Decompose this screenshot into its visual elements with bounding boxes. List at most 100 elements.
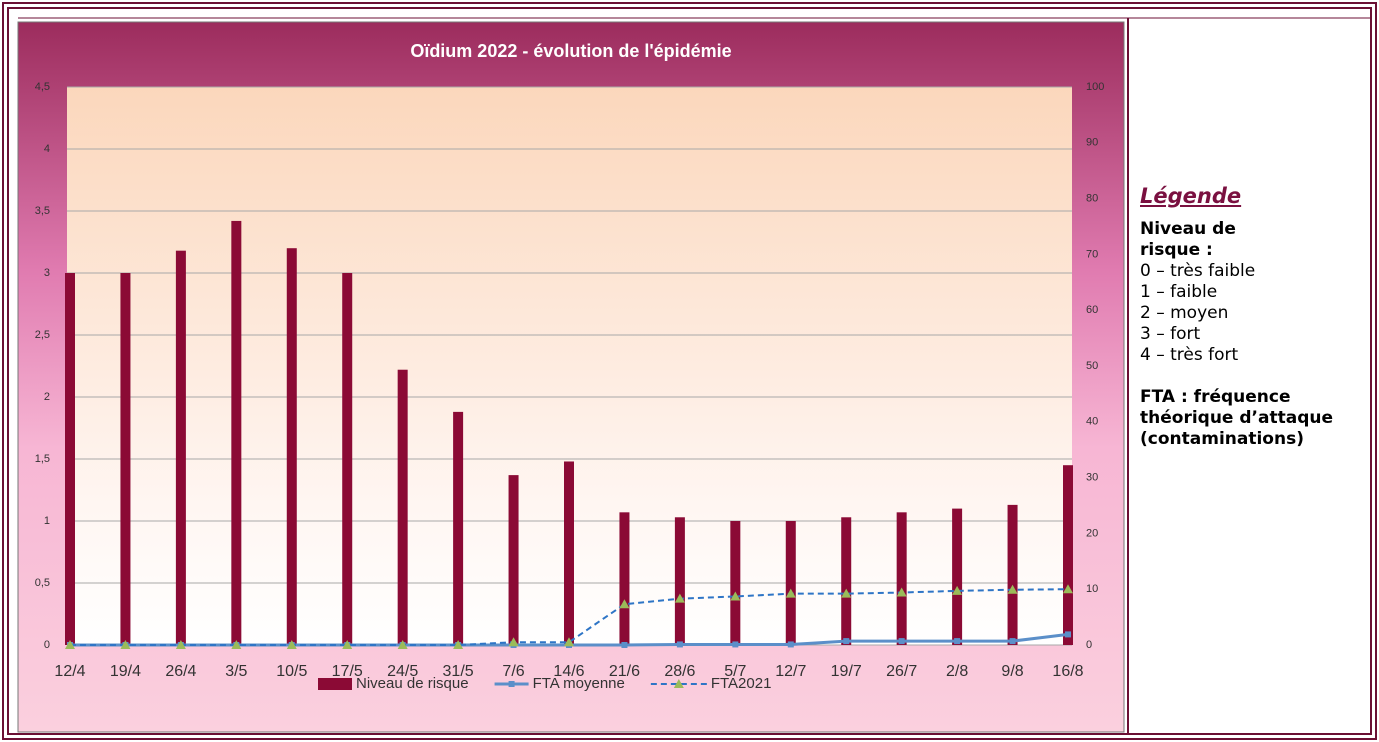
bar xyxy=(231,220,242,646)
marker xyxy=(453,640,464,649)
y-tick-label: 0 xyxy=(44,639,50,651)
y2-tick-label: 100 xyxy=(1086,81,1104,93)
x-tick-label: 12/7 xyxy=(775,663,806,680)
marker xyxy=(619,599,630,609)
marker xyxy=(954,638,961,645)
x-tick-label: 19/4 xyxy=(110,663,141,680)
y-tick-label: 1 xyxy=(44,515,50,527)
bar xyxy=(730,521,741,645)
marker xyxy=(564,637,574,647)
x-tick-label: 12/4 xyxy=(54,663,85,680)
y-tick-label: 2,5 xyxy=(35,329,50,341)
marker xyxy=(120,640,131,649)
x-tick-label: 7/6 xyxy=(502,663,524,680)
inner-border xyxy=(7,7,1372,735)
bar xyxy=(785,521,796,645)
bar xyxy=(508,475,519,645)
x-tick-label: 28/6 xyxy=(664,663,695,680)
x-tick-label: 3/5 xyxy=(225,663,247,680)
y-tick-label: 1,5 xyxy=(35,453,50,465)
sidebar: Légende Niveau de risque : 0 – très faib… xyxy=(1140,186,1372,450)
chart-title: Oïdium 2022 - évolution de l'épidémie xyxy=(410,41,731,61)
x-tick-label: 21/6 xyxy=(609,663,640,680)
y-tick-label: 2 xyxy=(44,391,50,403)
risk-level: 4 – très fort xyxy=(1140,345,1239,365)
bar xyxy=(564,461,574,645)
bar xyxy=(120,273,131,645)
x-tick-label: 17/5 xyxy=(332,663,363,680)
y2-tick-label: 50 xyxy=(1086,360,1098,372)
bar xyxy=(175,250,186,645)
y-tick-label: 4 xyxy=(44,143,50,155)
marker xyxy=(896,587,907,597)
marker xyxy=(1065,631,1071,638)
marker xyxy=(843,638,850,645)
bar xyxy=(453,411,464,645)
x-tick-label: 31/5 xyxy=(443,663,474,680)
bar xyxy=(896,512,907,645)
risk-level: 1 – faible xyxy=(1140,282,1218,302)
marker xyxy=(785,588,796,598)
y-tick-label: 4,5 xyxy=(35,81,50,93)
marker xyxy=(1007,584,1018,594)
x-tick-label: 24/5 xyxy=(387,663,418,680)
marker xyxy=(732,641,739,648)
legend-label: FTA2021 xyxy=(711,675,772,692)
bar xyxy=(841,517,852,645)
x-tick-label: 26/4 xyxy=(165,663,196,680)
y-tick-label: 3,5 xyxy=(35,205,50,217)
x-tick-label: 14/6 xyxy=(553,663,584,680)
bar xyxy=(674,517,685,645)
marker xyxy=(286,640,297,649)
sidebar-title: Légende xyxy=(1140,184,1242,208)
risk-level: 2 – moyen xyxy=(1140,303,1229,323)
bar xyxy=(952,508,963,645)
marker xyxy=(397,640,408,649)
marker xyxy=(841,588,852,598)
x-tick-label: 9/8 xyxy=(1001,663,1023,680)
bar xyxy=(65,273,75,645)
y2-tick-label: 60 xyxy=(1086,304,1098,316)
bar xyxy=(397,369,408,645)
bar xyxy=(1063,465,1073,645)
x-tick-label: 19/7 xyxy=(831,663,862,680)
marker xyxy=(787,641,794,648)
marker xyxy=(342,640,353,649)
x-tick-label: 5/7 xyxy=(724,663,746,680)
x-tick-label: 2/8 xyxy=(946,663,968,680)
y2-tick-label: 10 xyxy=(1086,583,1098,595)
marker xyxy=(674,593,685,603)
risk-levels: 0 – très faible 1 – faible 2 – moyen 3 – fo… xyxy=(1140,261,1372,366)
legend-marker xyxy=(508,681,515,687)
bar xyxy=(619,512,630,645)
y2-tick-label: 0 xyxy=(1086,639,1092,651)
marker xyxy=(621,642,628,648)
marker xyxy=(1063,584,1073,594)
legend-marker xyxy=(673,679,684,688)
marker xyxy=(1009,638,1016,645)
risk-heading: Niveau de risque : xyxy=(1140,219,1236,260)
bar xyxy=(286,248,297,645)
legend-label: Niveau de risque xyxy=(356,675,469,692)
marker xyxy=(508,637,519,647)
marker xyxy=(730,591,741,601)
x-tick-label: 26/7 xyxy=(886,663,917,680)
x-tick-label: 10/5 xyxy=(276,663,307,680)
legend-label: FTA moyenne xyxy=(533,675,625,692)
risk-level: 0 – très faible xyxy=(1140,261,1256,281)
y2-tick-label: 90 xyxy=(1086,137,1098,149)
y2-tick-label: 70 xyxy=(1086,248,1098,260)
y2-tick-label: 80 xyxy=(1086,193,1098,205)
y2-tick-label: 30 xyxy=(1086,472,1098,484)
y-tick-label: 0,5 xyxy=(35,577,50,589)
marker xyxy=(231,640,242,649)
y2-tick-label: 20 xyxy=(1086,527,1098,539)
marker xyxy=(65,640,75,649)
marker xyxy=(952,585,963,595)
marker xyxy=(898,638,905,645)
x-tick-label: 16/8 xyxy=(1052,663,1083,680)
marker xyxy=(175,640,186,649)
